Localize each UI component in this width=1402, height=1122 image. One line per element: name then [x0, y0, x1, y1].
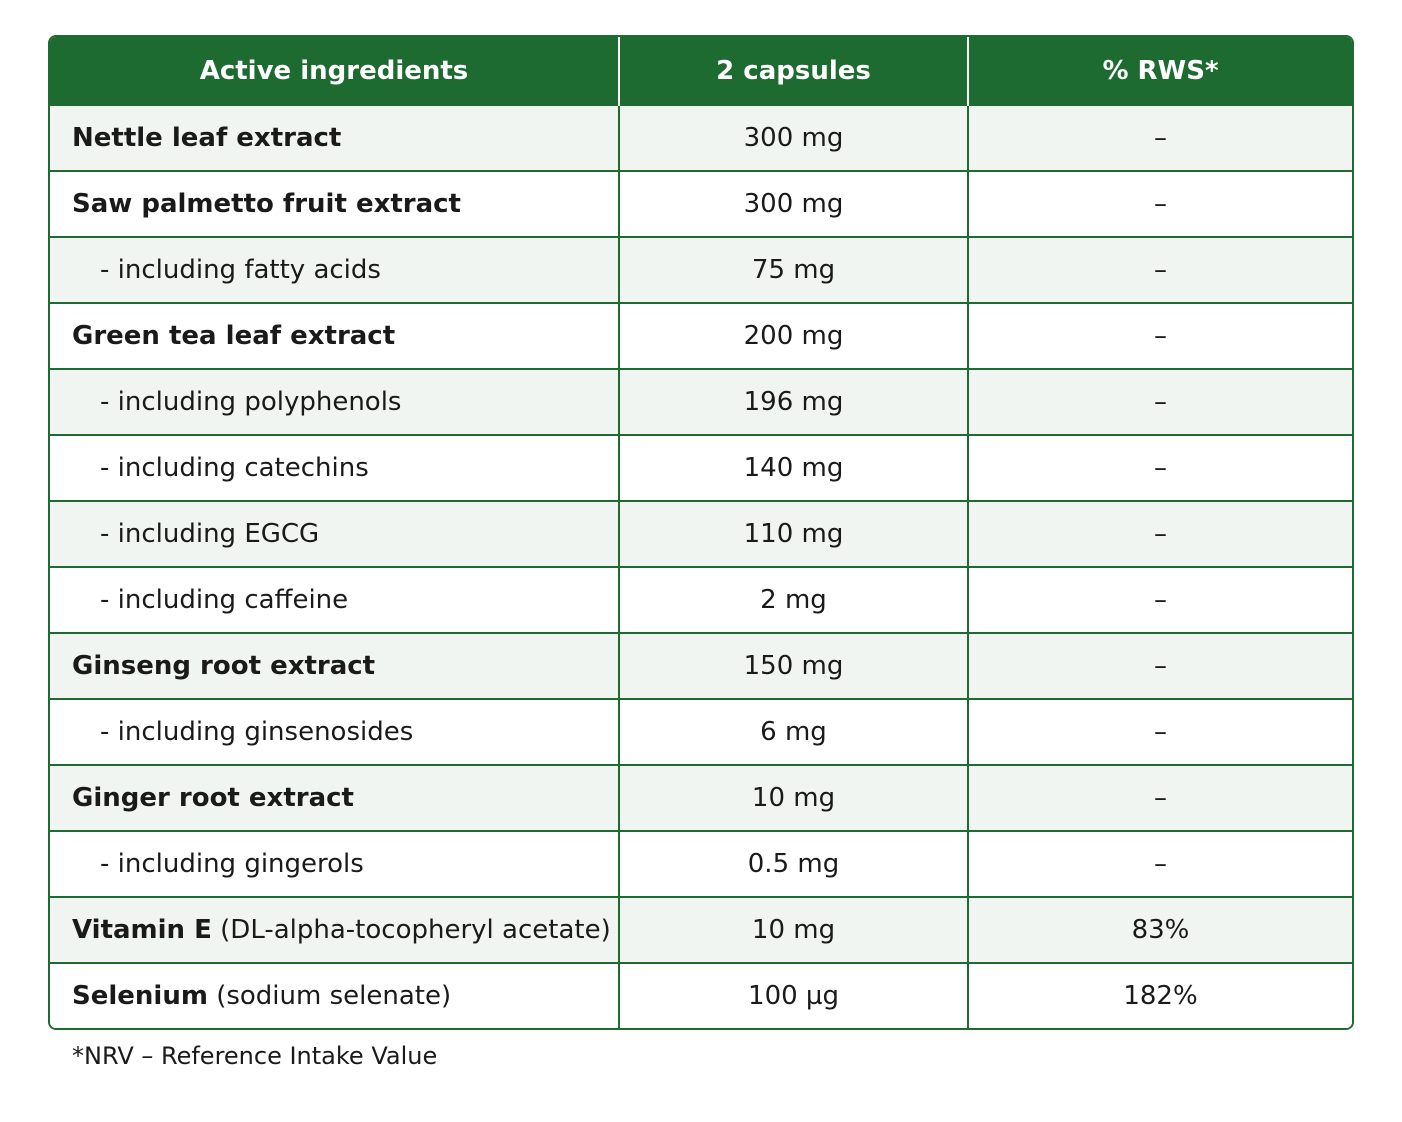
amount-cell: 6 mg: [618, 698, 968, 765]
ingredient-cell: - including fatty acids: [50, 236, 619, 303]
ingredient-name: - including EGCG: [100, 519, 320, 549]
header-amount: 2 capsules: [618, 37, 968, 105]
table-row: - including catechins 140 mg –: [50, 434, 1352, 501]
header-active-ingredients: Active ingredients: [50, 37, 619, 105]
ingredient-name: - including fatty acids: [100, 255, 381, 285]
rws-cell: –: [967, 632, 1352, 699]
ingredient-name: Vitamin E: [72, 915, 212, 945]
ingredient-name: - including caffeine: [100, 585, 349, 615]
rws-cell: 83%: [967, 896, 1352, 963]
table-row: - including caffeine 2 mg –: [50, 566, 1352, 633]
amount-cell: 300 mg: [618, 104, 968, 171]
footnote: *NRV – Reference Intake Value: [72, 1042, 438, 1070]
ingredient-cell: Selenium (sodium selenate): [50, 962, 619, 1028]
table-row: Green tea leaf extract 200 mg –: [50, 302, 1352, 369]
ingredient-cell: - including ginsenosides: [50, 698, 619, 765]
ingredient-qualifier: (DL-alpha-tocopheryl acetate): [220, 915, 611, 945]
ingredients-table: Active ingredients 2 capsules % RWS* Net…: [50, 37, 1352, 1028]
amount-cell: 110 mg: [618, 500, 968, 567]
ingredient-cell: Green tea leaf extract: [50, 302, 619, 369]
table-row: Saw palmetto fruit extract 300 mg –: [50, 170, 1352, 237]
ingredient-cell: Nettle leaf extract: [50, 104, 619, 171]
ingredient-cell: Ginseng root extract: [50, 632, 619, 699]
amount-cell: 150 mg: [618, 632, 968, 699]
ingredient-name: Green tea leaf extract: [72, 321, 396, 351]
amount-cell: 200 mg: [618, 302, 968, 369]
rws-cell: –: [967, 830, 1352, 897]
rws-cell: –: [967, 170, 1352, 237]
ingredient-cell: - including polyphenols: [50, 368, 619, 435]
rws-cell: 182%: [967, 962, 1352, 1028]
rws-cell: –: [967, 764, 1352, 831]
amount-cell: 300 mg: [618, 170, 968, 237]
ingredient-cell: - including caffeine: [50, 566, 619, 633]
table-row: Ginger root extract 10 mg –: [50, 764, 1352, 831]
table-row: - including ginsenosides 6 mg –: [50, 698, 1352, 765]
amount-cell: 2 mg: [618, 566, 968, 633]
rws-cell: –: [967, 302, 1352, 369]
table-row: Vitamin E (DL-alpha-tocopheryl acetate) …: [50, 896, 1352, 963]
ingredients-table-container: Active ingredients 2 capsules % RWS* Net…: [48, 35, 1354, 1030]
rws-cell: –: [967, 368, 1352, 435]
table-row: Selenium (sodium selenate) 100 µg 182%: [50, 962, 1352, 1028]
table-row: - including gingerols 0.5 mg –: [50, 830, 1352, 897]
amount-cell: 75 mg: [618, 236, 968, 303]
rws-cell: –: [967, 236, 1352, 303]
table-body: Nettle leaf extract 300 mg – Saw palmett…: [50, 104, 1352, 1028]
rws-cell: –: [967, 434, 1352, 501]
rws-cell: –: [967, 566, 1352, 633]
ingredient-name: - including gingerols: [100, 849, 364, 879]
ingredient-name: - including catechins: [100, 453, 369, 483]
amount-cell: 10 mg: [618, 764, 968, 831]
header-row: Active ingredients 2 capsules % RWS*: [50, 37, 1352, 105]
ingredient-name: Ginger root extract: [72, 783, 354, 813]
amount-cell: 10 mg: [618, 896, 968, 963]
table-row: - including EGCG 110 mg –: [50, 500, 1352, 567]
ingredient-cell: Ginger root extract: [50, 764, 619, 831]
table-row: Nettle leaf extract 300 mg –: [50, 104, 1352, 171]
ingredient-name: - including ginsenosides: [100, 717, 414, 747]
amount-cell: 0.5 mg: [618, 830, 968, 897]
amount-cell: 140 mg: [618, 434, 968, 501]
ingredient-name: Nettle leaf extract: [72, 123, 342, 153]
ingredient-name: Selenium: [72, 981, 208, 1011]
ingredient-cell: Vitamin E (DL-alpha-tocopheryl acetate): [50, 896, 619, 963]
ingredient-cell: Saw palmetto fruit extract: [50, 170, 619, 237]
table-header: Active ingredients 2 capsules % RWS*: [50, 37, 1352, 105]
table-row: - including fatty acids 75 mg –: [50, 236, 1352, 303]
ingredient-cell: - including gingerols: [50, 830, 619, 897]
rws-cell: –: [967, 104, 1352, 171]
ingredient-cell: - including EGCG: [50, 500, 619, 567]
ingredient-name: - including polyphenols: [100, 387, 402, 417]
ingredient-cell: - including catechins: [50, 434, 619, 501]
rws-cell: –: [967, 500, 1352, 567]
amount-cell: 100 µg: [618, 962, 968, 1028]
table-row: Ginseng root extract 150 mg –: [50, 632, 1352, 699]
ingredient-qualifier: (sodium selenate): [216, 981, 452, 1011]
amount-cell: 196 mg: [618, 368, 968, 435]
ingredient-name: Ginseng root extract: [72, 651, 376, 681]
table-row: - including polyphenols 196 mg –: [50, 368, 1352, 435]
ingredient-name: Saw palmetto fruit extract: [72, 189, 461, 219]
rws-cell: –: [967, 698, 1352, 765]
header-rws: % RWS*: [967, 37, 1352, 105]
